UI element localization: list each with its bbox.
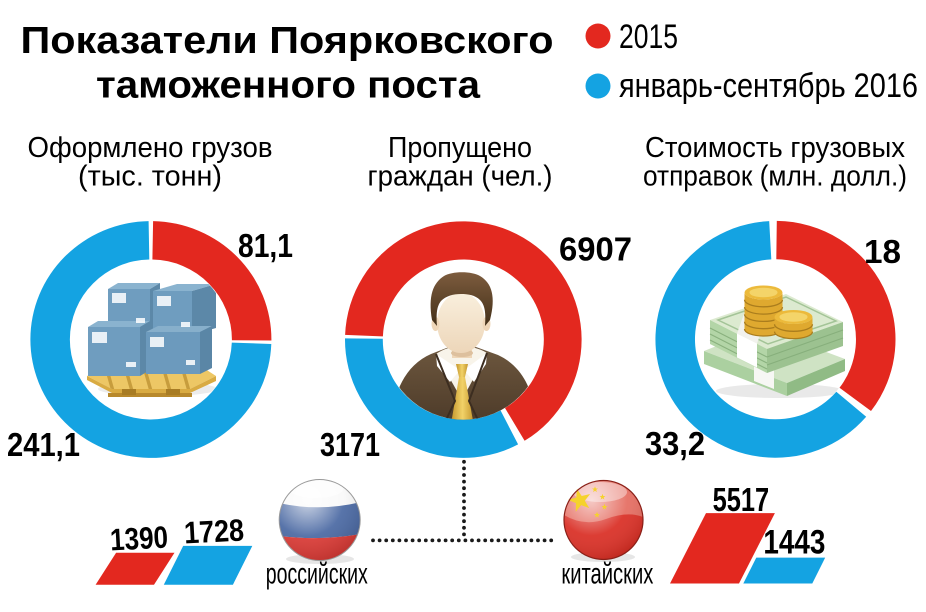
- svg-text:3171: 3171: [320, 426, 380, 463]
- svg-text:5517: 5517: [713, 481, 770, 518]
- svg-text:1443: 1443: [763, 524, 825, 562]
- svg-text:Показатели Поярковского: Показатели Поярковского: [21, 20, 554, 62]
- svg-text:2015: 2015: [619, 18, 678, 56]
- svg-text:6907: 6907: [559, 231, 632, 268]
- svg-text:январь-сентябрь 2016: январь-сентябрь 2016: [619, 67, 918, 105]
- svg-text:33,2: 33,2: [645, 425, 705, 462]
- svg-text:(тыс. тонн): (тыс. тонн): [78, 161, 222, 193]
- svg-text:таможенного поста: таможенного поста: [96, 65, 481, 107]
- svg-text:1390: 1390: [109, 520, 169, 558]
- svg-text:Оформлено грузов: Оформлено грузов: [28, 132, 273, 164]
- svg-text:81,1: 81,1: [238, 227, 293, 264]
- svg-text:российских: российских: [266, 558, 368, 591]
- svg-text:241,1: 241,1: [7, 426, 80, 463]
- svg-text:Пропущено: Пропущено: [388, 132, 532, 164]
- svg-text:Стоимость грузовых: Стоимость грузовых: [645, 132, 905, 164]
- svg-text:1728: 1728: [183, 512, 245, 550]
- svg-text:граждан (чел.): граждан (чел.): [368, 161, 553, 193]
- svg-text:китайских: китайских: [561, 558, 653, 591]
- svg-text:18: 18: [864, 233, 901, 270]
- svg-text:отправок (млн. долл.): отправок (млн. долл.): [643, 161, 907, 193]
